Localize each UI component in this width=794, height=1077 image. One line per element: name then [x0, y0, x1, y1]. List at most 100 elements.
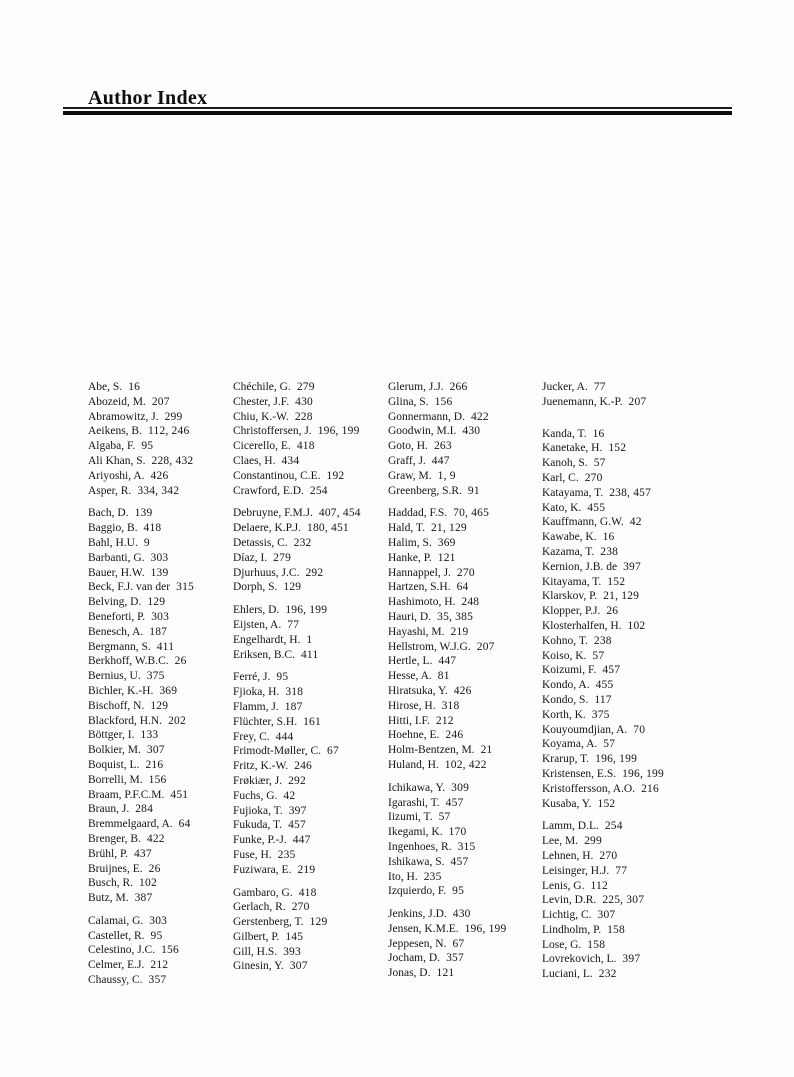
author-name: Ferré, J. [233, 671, 271, 684]
page-numbers: 303 [150, 551, 169, 564]
index-column: Abe, S. 16 Abozeid, M. 207 Abramowitz, J. 299… [88, 380, 230, 988]
page-numbers: 145 [285, 930, 304, 943]
page-numbers: 279 [273, 551, 292, 564]
author-name: Ingenhoes, R. [388, 840, 452, 853]
page-numbers: 133 [140, 729, 159, 742]
page-numbers: 270 [291, 901, 310, 914]
page-numbers: 397 [288, 804, 307, 817]
author-name: Bischoff, N. [88, 699, 145, 712]
author-name: Brenger, B. [88, 832, 141, 845]
index-entry: Chiu, K.-W. 228 [233, 410, 385, 425]
index-entry: Fuchs, G. 42 [233, 789, 385, 804]
page-numbers: 161 [303, 715, 321, 728]
author-name: Butz, M. [88, 892, 129, 905]
author-name: Greenberg, S.R. [388, 484, 462, 497]
author-name: Engelhardt, H. [233, 633, 301, 646]
index-entry: Braam, P.F.C.M. 451 [88, 788, 230, 803]
page-numbers: 418 [298, 886, 317, 899]
index-entry: Brühl, P. 437 [88, 847, 230, 862]
index-entry: Graff, J. 447 [388, 454, 539, 469]
index-entry: Kauffmann, G.W. 42 [542, 515, 737, 530]
page-numbers: 158 [587, 938, 606, 951]
page-numbers: 292 [305, 566, 324, 579]
page-numbers: 212 [150, 959, 169, 972]
index-entry: Fuse, H. 235 [233, 848, 385, 863]
alphabet-group: Bach, D. 139 Baggio, B. 418 Bahl, H.U. 9 Barba… [88, 506, 230, 906]
author-name: Kato, K. [542, 501, 582, 514]
index-entry: Flüchter, S.H. 161 [233, 715, 385, 730]
page-numbers: 95 [141, 440, 154, 453]
page-numbers: 129 [309, 916, 328, 929]
page-numbers: 219 [297, 863, 316, 876]
author-name: Jensen, K.M.E. [388, 922, 459, 935]
author-name: Haddad, F.S. [388, 507, 448, 520]
author-name: Ginesin, Y. [233, 960, 284, 973]
index-entry: Lose, G. 158 [542, 938, 737, 953]
page-numbers: 139 [134, 507, 153, 520]
index-entry: Iizumi, T. 57 [388, 810, 539, 825]
author-name: Igarashi, T. [388, 796, 440, 809]
index-entry: Kanda, T. 16 [542, 427, 737, 442]
alphabet-group: Gambaro, G. 418 Gerlach, R. 270 Gerstenberg,… [233, 886, 385, 975]
page-numbers: 455 [595, 679, 614, 692]
author-name: Glerum, J.J. [388, 381, 444, 393]
index-entry: Karl, C. 270 [542, 471, 737, 486]
page-numbers: 156 [161, 944, 179, 957]
page-numbers: 152 [607, 575, 626, 588]
page-numbers: 418 [296, 440, 315, 453]
page-numbers: 266 [449, 381, 468, 393]
index-entry: Celestino, J.C. 156 [88, 943, 230, 958]
index-entry: Halim, S. 369 [388, 536, 539, 551]
index-entry: Graw, M. 1, 9 [388, 469, 539, 484]
author-name: Abramowitz, J. [88, 410, 159, 423]
author-name: Lee, M. [542, 835, 579, 848]
index-entry: Gill, H.S. 393 [233, 945, 385, 960]
page-numbers: 16 [128, 381, 141, 393]
author-name: Hauri, D. [388, 610, 432, 623]
page-title: Author Index [88, 87, 208, 110]
index-entry: Christoffersen, J. 196, 199 [233, 424, 385, 439]
page-numbers: 42 [283, 789, 296, 802]
author-name: Kristoffersson, A.O. [542, 782, 636, 795]
author-name: Lamm, D.L. [542, 820, 599, 833]
index-entry: Gerstenberg, T. 129 [233, 915, 385, 930]
index-entry: Klosterhalfen, H. 102 [542, 619, 737, 634]
index-entry: Goodwin, M.I. 430 [388, 424, 539, 439]
page-numbers: 77 [615, 864, 628, 877]
index-entry: Hoehne, E. 246 [388, 728, 539, 743]
page-numbers: 129 [150, 699, 169, 712]
author-name: Hannappel, J. [388, 566, 451, 579]
author-name: Hoehne, E. [388, 729, 440, 742]
page-numbers: 170 [448, 826, 467, 839]
page-numbers: 129 [147, 596, 166, 609]
page-numbers: 196, 199 [622, 767, 664, 780]
index-entry: Ichikawa, Y. 309 [388, 781, 539, 796]
author-name: Berkhoff, W.B.C. [88, 655, 169, 668]
index-entry: Koizumi, F. 457 [542, 663, 737, 678]
author-name: Karl, C. [542, 471, 579, 484]
index-entry: Djurhuus, J.C. 292 [233, 566, 385, 581]
page-numbers: 303 [149, 914, 168, 927]
author-name: Leisinger, H.J. [542, 864, 610, 877]
page-numbers: 16 [602, 531, 615, 544]
page-numbers: 455 [587, 501, 606, 514]
author-name: Ehlers, D. [233, 604, 280, 617]
page-numbers: 232 [293, 536, 312, 549]
page-numbers: 207 [628, 395, 647, 408]
author-name: Bergmann, S. [88, 640, 151, 653]
author-name: Brühl, P. [88, 847, 128, 860]
page-numbers: 180, 451 [307, 522, 349, 535]
author-name: Lehnen, H. [542, 849, 594, 862]
index-entry: Gambaro, G. 418 [233, 886, 385, 901]
index-entry: Abe, S. 16 [88, 380, 230, 395]
index-entry: Greenberg, S.R. 91 [388, 484, 539, 499]
author-name: Abe, S. [88, 381, 123, 393]
author-name: Fritz, K.-W. [233, 760, 289, 773]
index-entry: Berkhoff, W.B.C. 26 [88, 654, 230, 669]
page-numbers: 457 [602, 664, 621, 677]
page-numbers: 434 [281, 454, 300, 467]
page-numbers: 187 [284, 700, 303, 713]
page-numbers: 299 [584, 835, 602, 848]
page-numbers: 9 [143, 536, 150, 549]
index-entry: Lovrekovich, L. 397 [542, 952, 737, 967]
